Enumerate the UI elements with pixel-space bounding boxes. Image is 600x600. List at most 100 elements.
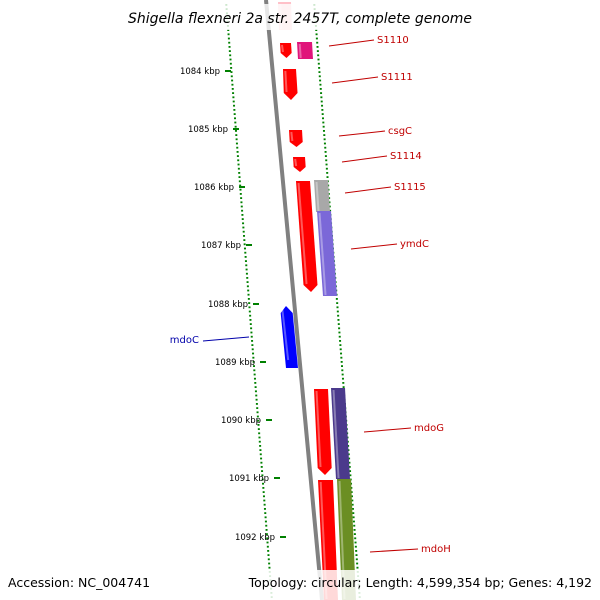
outer-tick-dot — [324, 155, 327, 157]
inner-tick-dot — [251, 344, 254, 346]
inner-tick-dot — [264, 520, 267, 523]
inner-tick-dot — [265, 533, 268, 535]
outer-tick-dot — [323, 134, 326, 136]
inner-tick-dot — [246, 277, 249, 279]
inner-tick-dot — [242, 230, 245, 233]
gene-block-S1115-ymdC[interactable] — [296, 181, 318, 292]
inner-tick-dot — [257, 428, 260, 430]
inner-tick-dot — [236, 151, 239, 153]
inner-tick-dot — [256, 407, 259, 409]
gene-block-mdoC[interactable] — [280, 306, 298, 368]
cog-block-S1110[interactable] — [297, 42, 313, 59]
inner-tick-dot — [228, 50, 231, 52]
outer-tick-dot — [348, 461, 351, 464]
inner-tick-dot — [239, 188, 242, 191]
kbp-tick-label: 1085 kbp — [188, 125, 228, 135]
outer-tick-dot — [322, 121, 325, 124]
gene-labels: S1110 S1111 csgC S1114 S1115 ymdC mdoC mdoG mdoH — [170, 35, 451, 555]
gene-label-S1115[interactable]: S1115 — [394, 182, 426, 193]
cog-block-ymdC[interactable] — [317, 211, 337, 296]
inner-tick-dot — [251, 340, 254, 342]
inner-tick-dot — [234, 125, 237, 128]
kbp-tick-label: 1087 kbp — [201, 241, 241, 251]
inner-tick-dot — [255, 403, 258, 405]
kbp-tick-label: 1084 kbp — [180, 67, 220, 77]
axis-ticks: 1084 kbp 1085 kbp 1086 kbp 1087 kbp 1088 kbp… — [180, 67, 286, 543]
outer-tick-dot — [317, 58, 320, 61]
outer-tick-dot — [352, 516, 355, 519]
inner-tick-dot — [250, 327, 253, 330]
outer-tick-dot — [324, 151, 327, 153]
gene-label-S1110[interactable]: S1110 — [377, 35, 409, 46]
inner-tick-dot — [234, 121, 237, 124]
kbp-tick-label: 1091 kbp — [229, 474, 269, 484]
outer-tick-dot — [326, 176, 329, 178]
gene-block-csgC[interactable] — [289, 130, 303, 147]
gene-label-mdoH[interactable]: mdoH — [421, 544, 451, 555]
inner-tick-dot — [262, 482, 265, 485]
inner-tick-dot — [266, 541, 269, 544]
inner-tick-dot — [239, 193, 242, 195]
cog-block-mdoG[interactable] — [331, 388, 350, 479]
outer-tick-dot — [328, 205, 331, 208]
gene-block-S1110[interactable] — [280, 43, 292, 58]
gene-leader-line — [331, 76, 379, 84]
inner-tick-dot — [264, 516, 267, 519]
inner-tick-dot — [264, 512, 267, 514]
inner-tick-dot — [243, 247, 246, 250]
inner-tick-dot — [243, 239, 246, 241]
inner-tick-dot — [235, 138, 238, 141]
outer-tick-dot — [322, 117, 325, 120]
inner-tick-dot — [248, 310, 251, 313]
inner-tick-dot — [237, 167, 240, 170]
outer-tick-dot — [316, 50, 319, 52]
gene-label-S1111[interactable]: S1111 — [381, 72, 413, 83]
inner-tick-dot — [246, 285, 249, 288]
outer-tick-dot — [353, 533, 356, 535]
gene-label-S1114[interactable]: S1114 — [390, 151, 422, 162]
outer-tick-dot — [323, 142, 326, 145]
inner-tick-dot — [230, 71, 233, 73]
inner-tick-dot — [263, 499, 266, 502]
cog-block-S1115[interactable] — [314, 180, 330, 212]
gene-label-mdoG[interactable]: mdoG — [414, 423, 444, 434]
inner-tick-dot — [244, 260, 247, 262]
gene-leader-line — [363, 427, 412, 433]
tick-dot-tracks — [225, 4, 361, 598]
inner-tick-dot — [238, 180, 241, 183]
inner-tick-dot — [254, 390, 257, 393]
outer-tick-dot — [319, 79, 322, 82]
inner-tick-dot — [247, 293, 250, 296]
gene-label-ymdC[interactable]: ymdC — [400, 239, 429, 250]
inner-tick-dot — [229, 54, 232, 57]
inner-tick-dot — [247, 298, 250, 300]
inner-tick-dot — [265, 524, 268, 527]
inner-tick-dot — [259, 453, 262, 456]
gene-leader-line — [350, 243, 398, 250]
gene-block-S1114[interactable] — [293, 157, 306, 172]
gene-block-S1111[interactable] — [283, 69, 298, 100]
outer-tick-dot — [354, 541, 357, 544]
inner-tick-dot — [251, 348, 254, 351]
inner-tick-dot — [228, 41, 231, 44]
outer-tick-dot — [354, 537, 357, 540]
inner-tick-dot — [242, 226, 245, 229]
inner-tick-dot — [229, 58, 232, 61]
outer-tick-dot — [325, 159, 328, 162]
inner-tick-dot — [249, 323, 252, 325]
inner-tick-dot — [250, 335, 253, 338]
gene-block-mdoG[interactable] — [314, 389, 332, 475]
inner-tick-dot — [245, 268, 248, 271]
inner-tick-dot — [246, 281, 249, 283]
gene-label-csgC[interactable]: csgC — [388, 126, 412, 137]
inner-tick-dot — [254, 382, 257, 384]
inner-tick-dot — [232, 92, 235, 94]
outer-tick-dot — [322, 125, 325, 128]
outer-tick-dot — [354, 545, 357, 548]
outer-tick-dot — [315, 29, 318, 31]
cog-block-mdoH[interactable] — [337, 479, 356, 600]
outer-tick-dot — [317, 62, 320, 65]
gene-label-mdoC[interactable]: mdoC — [170, 335, 199, 346]
inner-tick-dot — [240, 197, 243, 199]
footer-backdrop — [0, 570, 600, 600]
